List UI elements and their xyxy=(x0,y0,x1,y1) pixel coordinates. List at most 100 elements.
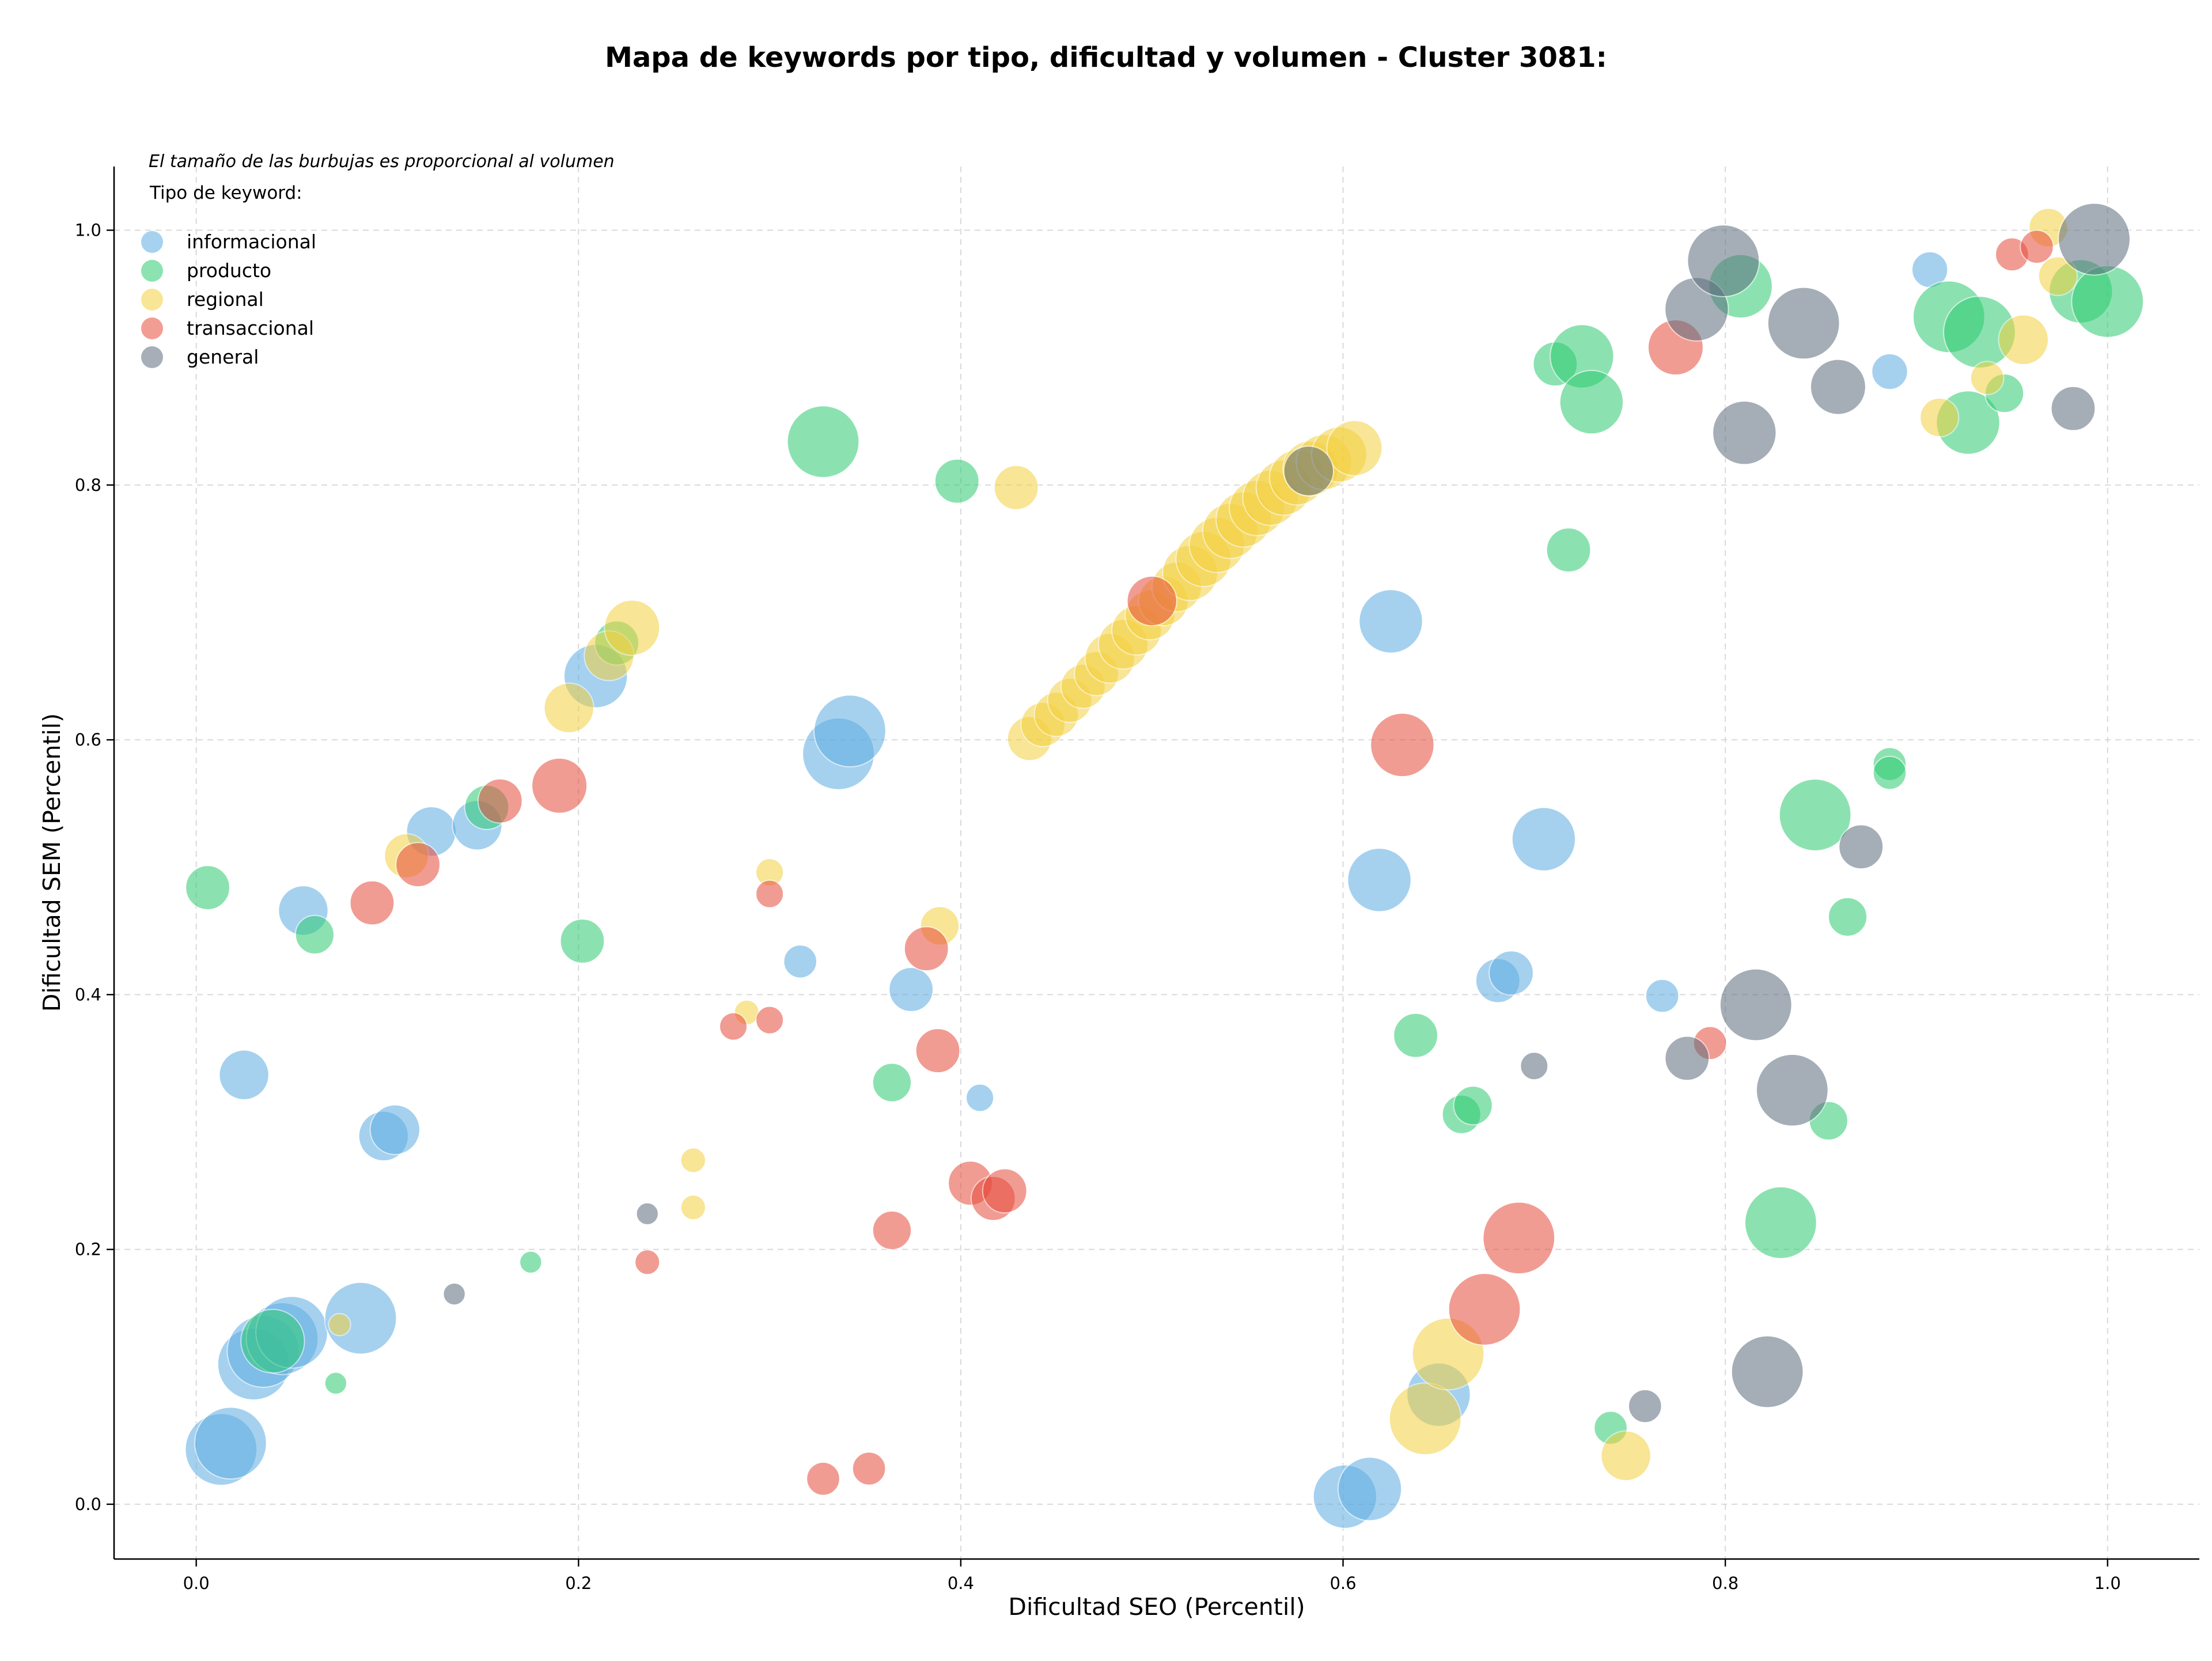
bubble-transaccional xyxy=(872,1210,912,1251)
bubble-general xyxy=(1730,1335,1804,1409)
bubble-general xyxy=(1838,824,1884,870)
bubble-producto xyxy=(519,1250,543,1274)
bubble-informacional xyxy=(1645,978,1680,1013)
legend-title: Tipo de keyword: xyxy=(149,183,302,203)
legend-label-regional: regional xyxy=(187,288,264,311)
series-informacional xyxy=(184,251,1949,1529)
legend-label-producto: producto xyxy=(187,259,271,282)
bubble-transaccional xyxy=(982,1168,1028,1214)
y-ticks: 0.0 0.2 0.4 0.6 0.8 1.0 xyxy=(75,221,114,1514)
bubble-informacional xyxy=(1347,847,1412,913)
bubble-regional xyxy=(543,682,594,734)
bubble-general xyxy=(635,1202,659,1225)
bubble-informacional xyxy=(1511,807,1577,872)
bubble-informacional xyxy=(324,1281,397,1355)
bubble-producto xyxy=(185,865,230,911)
bubble-producto xyxy=(1872,755,1907,790)
bubble-transaccional xyxy=(395,842,441,888)
bubble-informacional xyxy=(965,1083,995,1113)
legend-label-transaccional: transaccional xyxy=(187,317,314,339)
legend-marker-informacional xyxy=(141,231,163,253)
bubbles-layer xyxy=(184,202,2145,1529)
bubble-informacional xyxy=(1871,353,1908,391)
bubble-producto xyxy=(1778,778,1852,852)
bubble-informacional xyxy=(1337,1456,1403,1522)
bubble-general xyxy=(1664,1035,1710,1081)
legend-marker-regional xyxy=(141,289,163,311)
bubble-transaccional xyxy=(634,1249,661,1276)
x-tick-label: 1.0 xyxy=(2094,1573,2121,1593)
bubble-producto xyxy=(294,914,335,955)
bubble-producto xyxy=(240,1308,305,1374)
bubble-regional xyxy=(1388,1382,1462,1456)
bubble-general xyxy=(1627,1388,1662,1424)
legend: Tipo de keyword: informacional producto re… xyxy=(141,183,316,368)
bubble-producto xyxy=(1559,369,1624,435)
bubble-producto xyxy=(1453,1085,1493,1126)
bubble-producto xyxy=(559,918,605,964)
legend-marker-general xyxy=(141,346,163,368)
bubble-general xyxy=(442,1282,466,1306)
bubble-general xyxy=(2050,385,2096,432)
bubble-producto xyxy=(1546,527,1592,573)
bubble-producto xyxy=(1827,896,1868,937)
y-tick-label: 0.2 xyxy=(75,1240,101,1259)
y-axis-label: Dificultad SEM (Percentil) xyxy=(38,713,66,1012)
series-transaccional xyxy=(349,229,2054,1496)
x-tick-label: 0.8 xyxy=(1712,1573,1738,1593)
bubble-transaccional xyxy=(755,1005,785,1035)
bubble-transaccional xyxy=(851,1451,887,1486)
bubble-general xyxy=(1719,968,1793,1042)
y-tick-label: 0.6 xyxy=(75,730,101,750)
legend-marker-transaccional xyxy=(141,317,163,339)
bubble-producto xyxy=(2071,265,2145,338)
bubble-producto xyxy=(1744,1186,1817,1259)
y-tick-label: 0.8 xyxy=(75,475,101,495)
bubble-regional xyxy=(1326,419,1383,476)
x-tick-label: 0.6 xyxy=(1330,1573,1356,1593)
bubble-general xyxy=(1283,445,1334,497)
bubble-general xyxy=(1809,358,1866,415)
bubble-regional xyxy=(680,1194,706,1221)
bubble-regional xyxy=(1998,314,2049,365)
bubble-regional xyxy=(680,1147,706,1174)
bubble-producto xyxy=(324,1371,348,1395)
bubble-transaccional xyxy=(755,879,785,909)
bubble-regional xyxy=(2037,256,2078,296)
y-tick-label: 0.4 xyxy=(75,985,101,1004)
bubble-transaccional xyxy=(915,1028,961,1074)
bubble-transaccional xyxy=(1482,1201,1556,1275)
legend-marker-producto xyxy=(141,260,163,282)
y-tick-label: 0.0 xyxy=(75,1494,101,1514)
bubble-regional xyxy=(1969,361,2005,395)
bubble-informacional xyxy=(1358,589,1423,654)
bubble-general xyxy=(1767,286,1840,360)
x-tick-label: 0.0 xyxy=(183,1573,210,1593)
y-tick-label: 1.0 xyxy=(75,221,101,240)
bubble-producto xyxy=(1393,1012,1438,1058)
bubble-transaccional xyxy=(903,926,949,972)
bubble-regional xyxy=(993,464,1039,510)
bubble-producto xyxy=(786,405,860,479)
bubble-transaccional xyxy=(349,880,395,926)
x-ticks: 0.0 0.2 0.4 0.6 0.8 1.0 xyxy=(183,1559,2121,1593)
bubble-general xyxy=(1755,1053,1829,1127)
bubble-transaccional xyxy=(477,778,523,824)
bubble-transaccional xyxy=(531,757,588,814)
bubble-informacional xyxy=(783,944,817,979)
bubble-general xyxy=(1712,400,1777,466)
legend-label-informacional: informacional xyxy=(187,230,316,253)
bubble-regional xyxy=(1600,1430,1652,1482)
series-producto xyxy=(185,253,2145,1446)
series-general xyxy=(442,202,2131,1424)
bubble-transaccional xyxy=(2020,229,2054,264)
bubble-transaccional xyxy=(1126,575,1177,627)
bubble-producto xyxy=(934,458,980,504)
chart-title: Mapa de keywords por tipo, dificultad y … xyxy=(605,41,1607,74)
bubble-general xyxy=(2058,202,2131,276)
bubble-transaccional xyxy=(1448,1273,1521,1346)
bubble-general xyxy=(1687,224,1760,298)
bubble-regional xyxy=(604,599,661,656)
x-tick-label: 0.4 xyxy=(948,1573,974,1593)
